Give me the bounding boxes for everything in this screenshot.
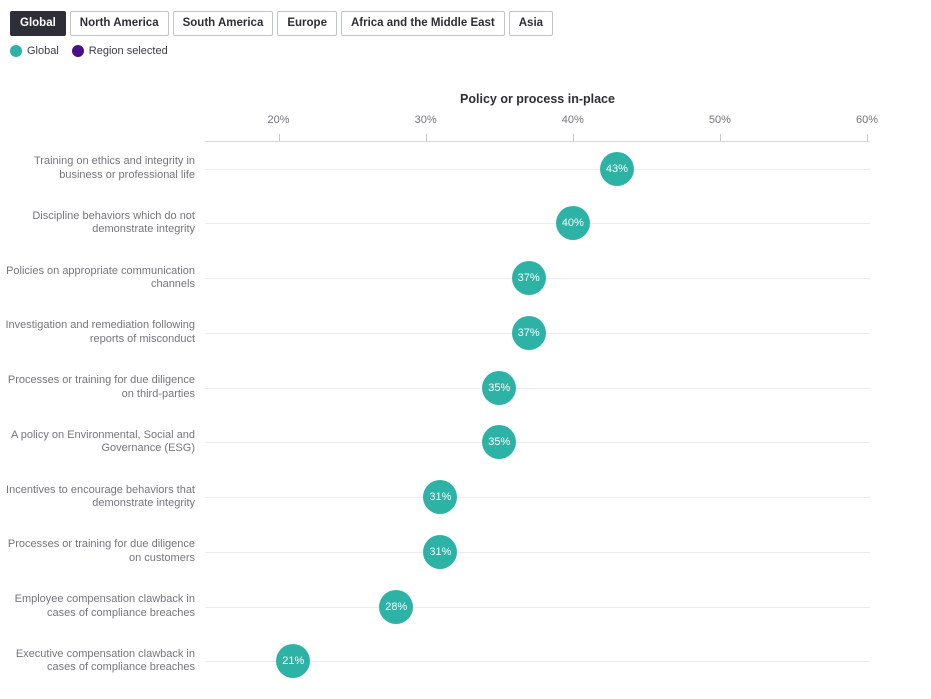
category-label-text: Discipline behaviors which do not demons… <box>32 209 195 236</box>
category-label: A policy on Environmental, Social and Go… <box>5 422 195 462</box>
tab-north-america[interactable]: North America <box>69 11 169 36</box>
category-label: Incentives to encourage behaviors that d… <box>5 477 195 517</box>
category-label-text: Policies on appropriate communication ch… <box>6 264 195 291</box>
data-point-bubble: 35% <box>482 425 517 460</box>
data-point-bubble: 31% <box>423 480 458 514</box>
legend-label: Region selected <box>88 45 168 57</box>
category-label: Processes or training for due diligence … <box>5 368 195 408</box>
category-label-text: Executive compensation clawback in cases… <box>15 647 195 674</box>
category-label-text: Processes or training for due diligence … <box>7 538 195 564</box>
x-tick-mark <box>425 134 427 141</box>
category-label-text: A policy on Environmental, Social and Go… <box>10 428 195 455</box>
row-gridline <box>205 442 870 444</box>
tab-south-america[interactable]: South America <box>172 11 274 36</box>
row-gridline <box>205 606 870 608</box>
category-label: Executive compensation clawback in cases… <box>5 641 195 681</box>
tab-asia[interactable]: Asia <box>508 11 554 36</box>
region-tab-bar: Global North America South America Europe Af… <box>10 11 554 36</box>
data-point-bubble: 21% <box>276 644 311 679</box>
row-gridline <box>205 497 870 498</box>
row-gridline <box>205 551 870 553</box>
category-label: Training on ethics and integrity in busi… <box>5 149 195 189</box>
x-tick-mark <box>278 134 280 141</box>
category-label: Discipline behaviors which do not demons… <box>5 203 195 243</box>
category-label-text: Incentives to encourage behaviors that d… <box>6 483 195 510</box>
legend-color-dot-icon <box>71 45 84 57</box>
x-tick-label: 40% <box>561 114 584 126</box>
chart-legend: Global Region selected <box>10 45 168 57</box>
category-label-text: Employee compensation clawback in cases … <box>14 593 195 619</box>
legend-item-global: Global <box>10 45 59 57</box>
x-tick-label: 50% <box>708 114 731 126</box>
data-point-bubble: 28% <box>379 589 414 624</box>
x-tick-mark <box>572 134 574 141</box>
category-label: Policies on appropriate communication ch… <box>5 258 195 298</box>
legend-label: Global <box>27 45 59 57</box>
x-tick-label: 20% <box>267 114 290 126</box>
x-axis-line <box>205 141 870 142</box>
legend-color-dot-icon <box>10 45 22 57</box>
x-tick-label: 30% <box>414 114 437 126</box>
row-gridline <box>205 223 870 225</box>
category-label: Investigation and remediation following … <box>5 313 195 353</box>
category-label: Employee compensation clawback in cases … <box>5 587 195 627</box>
category-label-text: Processes or training for due diligence … <box>7 374 195 400</box>
chart-title: Policy or process in-place <box>460 92 615 106</box>
x-tick-mark <box>719 134 721 141</box>
x-tick-label: 60% <box>856 114 879 126</box>
tab-europe[interactable]: Europe <box>277 11 337 36</box>
data-point-bubble: 37% <box>511 261 546 295</box>
tab-africa-and-the-middle-east[interactable]: Africa and the Middle East <box>340 11 505 36</box>
data-point-bubble: 31% <box>423 534 458 569</box>
category-label-text: Investigation and remediation following … <box>5 319 195 345</box>
category-label: Processes or training for due diligence … <box>5 532 195 572</box>
category-label-text: Training on ethics and integrity in busi… <box>33 155 195 181</box>
legend-item-region-selected: Region selected <box>71 45 168 57</box>
data-point-bubble: 40% <box>555 206 590 241</box>
row-gridline <box>205 168 870 170</box>
data-point-bubble: 43% <box>599 151 634 186</box>
data-point-bubble: 37% <box>511 315 546 350</box>
data-point-bubble: 35% <box>482 370 517 405</box>
tab-global[interactable]: Global <box>10 11 66 36</box>
row-gridline <box>205 661 870 663</box>
row-gridline <box>205 387 870 389</box>
x-tick-mark <box>867 134 869 141</box>
